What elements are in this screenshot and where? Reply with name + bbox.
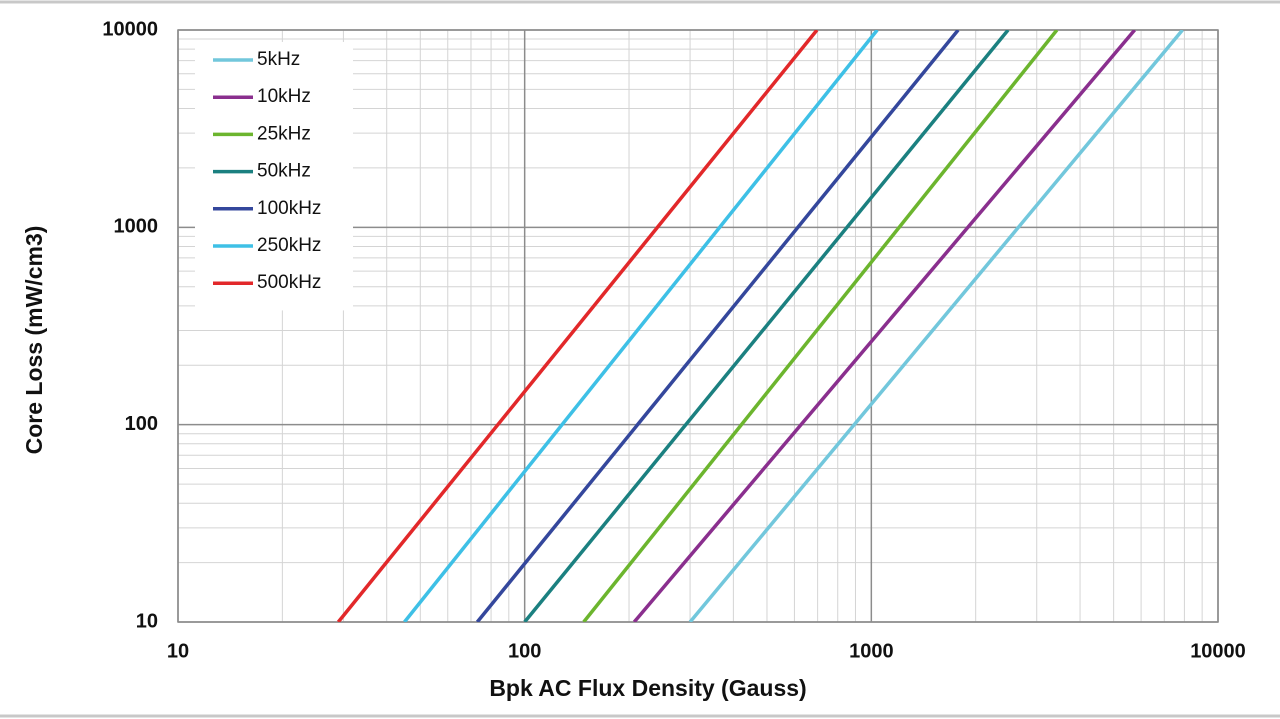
legend-label: 25kHz <box>257 123 311 144</box>
series-line <box>475 30 960 622</box>
series-line <box>336 30 819 622</box>
x-axis-label: Bpk AC Flux Density (Gauss) <box>489 675 806 701</box>
x-tick-label: 10 <box>167 640 189 662</box>
x-tick-label: 1000 <box>849 640 894 662</box>
y-tick-label: 10000 <box>102 18 158 40</box>
legend-label: 10kHz <box>257 86 311 107</box>
series-line <box>523 30 1010 622</box>
legend-box <box>195 42 353 311</box>
series-line <box>582 30 1059 622</box>
x-tick-label: 100 <box>508 640 541 662</box>
legend-label: 50kHz <box>257 161 311 182</box>
legend-label: 5kHz <box>257 49 300 70</box>
y-axis-label: Core Loss (mW/cm3) <box>21 226 47 455</box>
series-line <box>632 30 1137 622</box>
y-tick-label: 100 <box>125 413 158 435</box>
series-line <box>688 30 1184 622</box>
y-tick-label: 1000 <box>114 216 159 238</box>
series-line <box>403 30 879 622</box>
legend-label: 250kHz <box>257 235 321 256</box>
legend-label: 500kHz <box>257 272 321 293</box>
y-tick-label: 10 <box>136 610 158 632</box>
plot-border <box>177 29 1219 623</box>
legend-label: 100kHz <box>257 198 321 219</box>
x-tick-label: 10000 <box>1190 640 1246 662</box>
